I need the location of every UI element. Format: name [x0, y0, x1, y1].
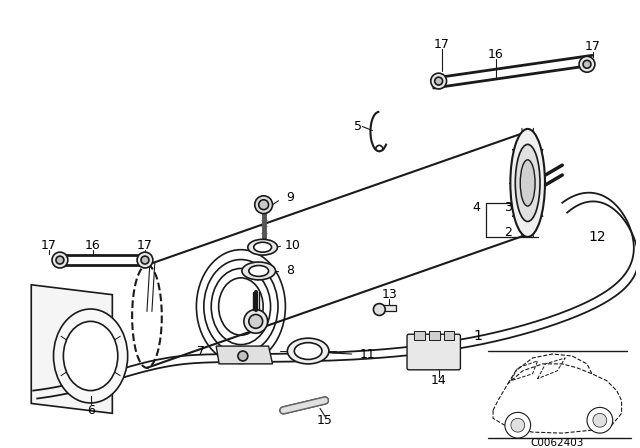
Text: C0062403: C0062403: [531, 438, 584, 448]
Circle shape: [511, 418, 525, 432]
Text: 17: 17: [137, 239, 153, 252]
Circle shape: [249, 314, 262, 328]
Ellipse shape: [287, 338, 329, 364]
Text: 16: 16: [84, 239, 100, 252]
Circle shape: [373, 304, 385, 315]
Circle shape: [583, 60, 591, 68]
Circle shape: [587, 407, 612, 433]
Text: 17: 17: [41, 239, 57, 252]
Text: 8: 8: [286, 264, 294, 277]
Text: 17: 17: [434, 38, 449, 51]
Bar: [429, 331, 440, 340]
Circle shape: [435, 77, 443, 85]
Circle shape: [505, 412, 531, 438]
Bar: [374, 305, 396, 311]
Text: 5: 5: [353, 120, 362, 133]
Circle shape: [141, 256, 149, 264]
Text: 4: 4: [472, 201, 480, 214]
Text: 7: 7: [197, 345, 205, 358]
Ellipse shape: [253, 242, 271, 252]
Ellipse shape: [515, 144, 540, 221]
Text: 15: 15: [317, 414, 333, 427]
Text: 10: 10: [284, 239, 300, 252]
Circle shape: [259, 200, 269, 210]
Text: 11: 11: [360, 348, 375, 361]
Text: 13: 13: [381, 288, 397, 301]
Text: 9: 9: [286, 191, 294, 204]
Text: 14: 14: [431, 374, 447, 387]
Circle shape: [56, 256, 64, 264]
Circle shape: [579, 56, 595, 72]
Ellipse shape: [63, 321, 118, 391]
Text: 3: 3: [504, 201, 512, 214]
Ellipse shape: [54, 309, 127, 403]
Circle shape: [255, 196, 273, 214]
FancyBboxPatch shape: [407, 334, 460, 370]
Ellipse shape: [520, 160, 535, 206]
Ellipse shape: [248, 239, 278, 255]
Circle shape: [137, 252, 153, 268]
Ellipse shape: [242, 262, 275, 280]
Ellipse shape: [510, 129, 545, 237]
Circle shape: [238, 351, 248, 361]
Polygon shape: [31, 285, 113, 414]
Ellipse shape: [249, 266, 269, 276]
Circle shape: [593, 414, 607, 427]
Polygon shape: [216, 346, 273, 364]
Bar: [444, 331, 454, 340]
Text: 1: 1: [474, 329, 483, 343]
Circle shape: [431, 73, 447, 89]
Text: 2: 2: [504, 226, 512, 239]
Text: 17: 17: [585, 40, 601, 53]
Circle shape: [244, 310, 268, 333]
Circle shape: [52, 252, 68, 268]
Bar: [414, 331, 425, 340]
Ellipse shape: [294, 343, 322, 359]
Text: 6: 6: [86, 404, 95, 417]
Text: 16: 16: [488, 48, 504, 61]
Text: 12: 12: [588, 230, 605, 244]
